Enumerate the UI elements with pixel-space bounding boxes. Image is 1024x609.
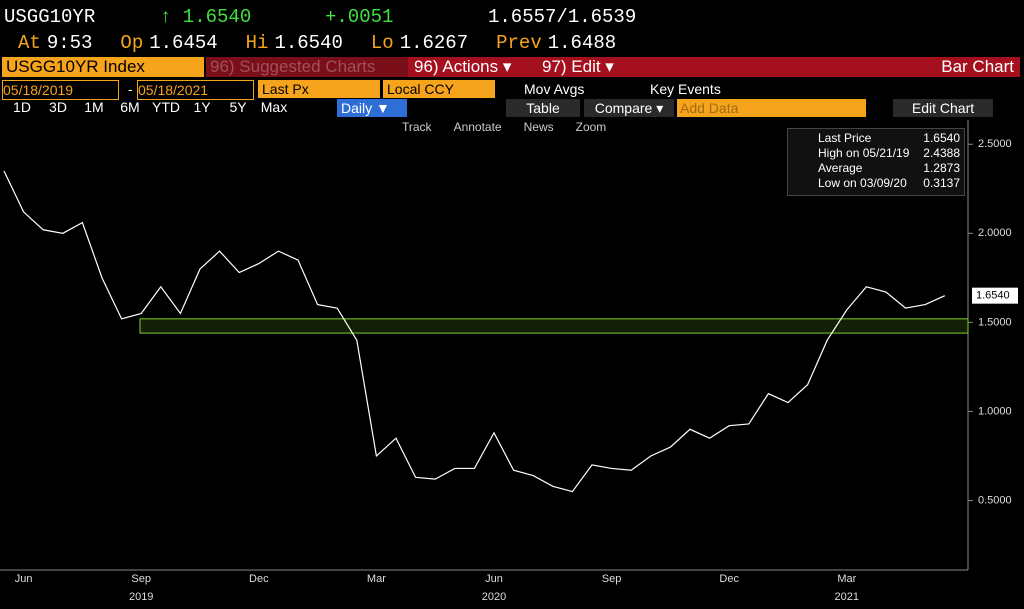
legend-row: Average 1.2873 [788, 161, 964, 176]
x-tick-label: Dec [719, 573, 739, 585]
x-year-label: 2019 [129, 591, 153, 603]
x-tick-label: Mar [367, 573, 386, 585]
quote-key: At [18, 32, 41, 54]
y-tick-label: 0.5000 [978, 494, 1012, 506]
field[interactable]: Last Px [258, 80, 380, 98]
x-tick-label: Jun [15, 573, 33, 585]
y-tick-label: 2.5000 [978, 138, 1012, 150]
quote-key: Op [120, 32, 144, 54]
security[interactable]: USGG10YR Index [2, 57, 204, 77]
quote-key: Hi [245, 32, 269, 54]
legend-label: Low on 03/09/20 [818, 176, 907, 190]
add-data[interactable]: Add Data [677, 99, 866, 117]
quote-key: Lo [370, 32, 394, 54]
tool-button[interactable]: Track [402, 120, 432, 134]
range-button[interactable]: 1D [13, 99, 31, 115]
last: ↑ 1.6540 [160, 6, 252, 28]
actions[interactable]: 96) Actions ▾ [408, 57, 538, 77]
end-date[interactable]: 05/18/2021 [137, 80, 254, 100]
range-button[interactable]: YTD [152, 99, 180, 115]
bidask: 1.6557/1.6539 [488, 6, 637, 28]
x-tick-label: Mar [837, 573, 856, 585]
legend-label: Average [818, 161, 863, 175]
period[interactable]: Daily ▼ [337, 99, 407, 117]
last-tag [972, 287, 1018, 304]
x-year-label: 2021 [835, 591, 859, 603]
legend-row: High on 05/21/19 2.4388 [788, 146, 964, 161]
quote-value: 1.6267 [399, 32, 469, 54]
support-band [139, 318, 969, 334]
table[interactable]: Table [506, 99, 580, 117]
quote-value: 9:53 [46, 32, 93, 54]
legend-row: Low on 03/09/20 0.3137 [788, 176, 964, 191]
price-line [3, 170, 946, 493]
legend-value: 2.4388 [923, 146, 960, 160]
chart: 0.5000 1.0000 1.5000 2.0000 2.5000 Jun Sep 2019… [0, 120, 1018, 603]
x-year-label: 2020 [482, 591, 506, 603]
x-tick-label: Jun [485, 573, 503, 585]
y-tick-label: 2.0000 [978, 227, 1012, 239]
legend-value: 1.6540 [923, 131, 960, 145]
x-tick-label: Sep [602, 573, 622, 585]
mov-avgs[interactable]: Mov Avgs [524, 81, 585, 97]
start-date[interactable]: 05/18/2019 [2, 80, 119, 100]
legend-row: Last Price 1.6540 [788, 131, 964, 146]
chart-kind: Bar Chart [630, 57, 1020, 77]
change: +.0051 [325, 6, 394, 28]
edit[interactable]: 97) Edit ▾ [536, 57, 632, 77]
quote-value: 1.6454 [149, 32, 218, 54]
legend-value: 1.2873 [923, 161, 960, 175]
x-tick-label: Sep [131, 573, 151, 585]
ticker: USGG10YR [4, 6, 96, 28]
key-events[interactable]: Key Events [650, 81, 721, 97]
range-button[interactable]: Max [260, 99, 288, 115]
range-button[interactable]: 1M [84, 99, 104, 115]
x-tick-label: Dec [249, 573, 269, 585]
dash: - [128, 81, 133, 97]
quote-key: Prev [496, 32, 542, 54]
y-tick-label: 1.5000 [978, 316, 1012, 328]
legend-value: 0.3137 [923, 176, 960, 190]
suggested[interactable]: 96) Suggested Charts [206, 57, 408, 77]
legend: Last Price 1.6540 High on 05/21/19 2.4388 Av… [787, 128, 965, 196]
tools: Track Annotate News Zoom [380, 120, 606, 134]
legend-label: Last Price [818, 131, 872, 145]
quote-value: 1.6488 [547, 32, 617, 54]
range-button[interactable]: 6M [120, 99, 140, 115]
range-button[interactable]: 1Y [193, 99, 211, 115]
edit-chart[interactable]: Edit Chart [893, 99, 993, 117]
quote-row: At 9:53 Op 1.6454 Hi 1.6540 Lo 1.6267 Prev 1.6488 [18, 32, 616, 54]
range-buttons: 1D 3D 1M 6M YTD 1Y 5Y Max [4, 99, 292, 117]
compare[interactable]: Compare ▾ [584, 99, 674, 117]
ccy[interactable]: Local CCY [383, 80, 495, 98]
range-button[interactable]: 5Y [229, 99, 247, 115]
tool-button[interactable]: News [523, 120, 554, 134]
tool-button[interactable]: Zoom [575, 120, 607, 134]
quote-value: 1.6540 [274, 32, 343, 54]
tool-button[interactable]: Annotate [453, 120, 502, 134]
y-tick-label: 1.0000 [978, 405, 1012, 417]
range-button[interactable]: 3D [49, 99, 67, 115]
last-tag-label: 1.6540 [976, 290, 1010, 302]
legend-label: High on 05/21/19 [818, 146, 910, 160]
